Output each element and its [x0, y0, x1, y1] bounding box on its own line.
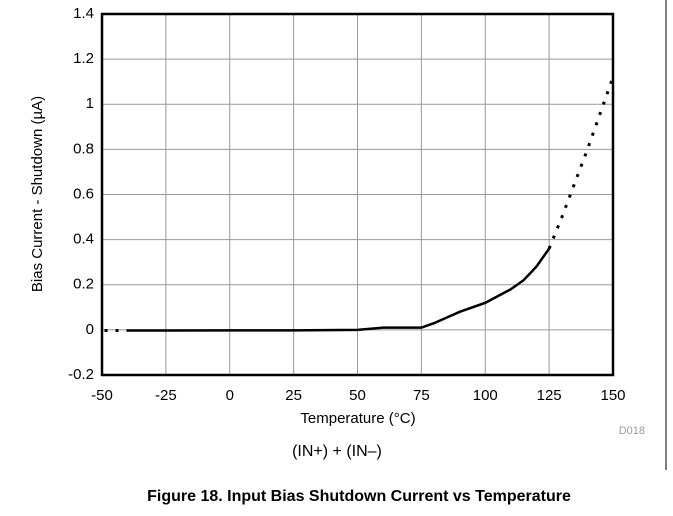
- y-tick-label: 1.4: [73, 5, 94, 22]
- y-tick-label: 0.8: [73, 140, 94, 157]
- x-tick-label: 50: [349, 387, 366, 404]
- x-tick-label: 75: [413, 387, 430, 404]
- y-tick-label: 0.2: [73, 276, 94, 293]
- x-tick-label: 125: [537, 387, 562, 404]
- y-tick-label: -0.2: [68, 366, 94, 383]
- x-tick-label: 150: [600, 387, 625, 404]
- plot-frame: [100, 12, 615, 377]
- x-tick-label: -50: [91, 387, 113, 404]
- y-tick-label: 0.6: [73, 185, 94, 202]
- figure-code: D018: [619, 425, 645, 437]
- y-tick-label: 1: [86, 95, 94, 112]
- y-tick-label: 0.4: [73, 231, 94, 248]
- x-axis-title: Temperature (°C): [300, 410, 415, 427]
- caption: Figure 18. Input Bias Shutdown Current v…: [147, 488, 571, 505]
- data-line: [127, 247, 551, 332]
- x-tick-label: 25: [285, 387, 302, 404]
- y-tick-label: 1.2: [73, 50, 94, 67]
- y-axis-title: Bias Current - Shutdown (µA): [29, 96, 46, 292]
- y-tick-label: 0: [86, 321, 94, 338]
- x-tick-label: 100: [473, 387, 498, 404]
- data-line: [104, 76, 615, 333]
- subtitle: (IN+) + (IN–): [292, 443, 382, 460]
- x-tick-label: 0: [226, 387, 234, 404]
- x-tick-label: -25: [155, 387, 177, 404]
